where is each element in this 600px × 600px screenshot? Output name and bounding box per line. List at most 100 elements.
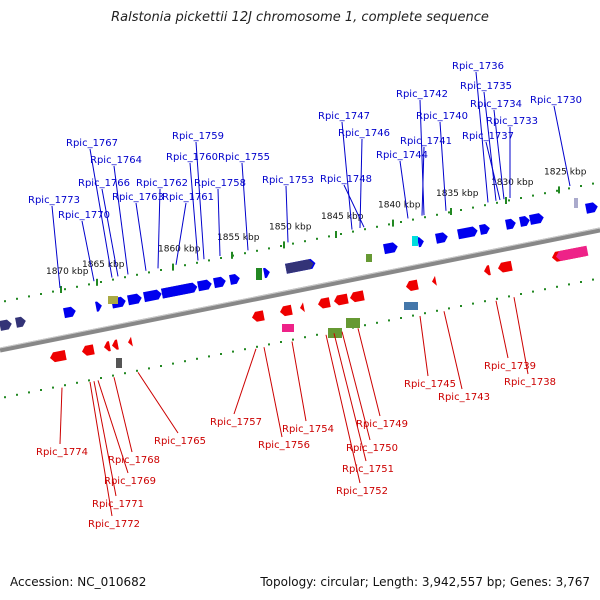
gene-feature-block bbox=[282, 324, 294, 332]
gene-feature-block bbox=[366, 254, 372, 262]
bottom-label-leader bbox=[263, 347, 283, 438]
gene-feature-block bbox=[346, 318, 360, 328]
scale-tick-bottom bbox=[316, 333, 318, 336]
bottom-label-leader bbox=[89, 381, 113, 517]
scale-label: 1825 kbp bbox=[544, 167, 587, 177]
forward-gene-arrow bbox=[417, 237, 424, 248]
bottom-label-leader bbox=[291, 341, 307, 422]
gene-feature-block bbox=[116, 358, 122, 368]
top-gene-label: Rpic_1759 bbox=[172, 131, 224, 142]
top-gene-label: Rpic_1734 bbox=[470, 99, 522, 110]
genome-summary-text: Topology: circular; Length: 3,942,557 bp… bbox=[260, 575, 590, 589]
scale-tick-top bbox=[352, 230, 354, 233]
forward-gene-arrow bbox=[529, 213, 544, 225]
scale-tick-bottom bbox=[280, 341, 282, 343]
scale-tick-top bbox=[220, 257, 222, 259]
forward-gene-arrow bbox=[127, 293, 142, 306]
forward-gene-arrow bbox=[505, 218, 516, 230]
scale-tick-top bbox=[424, 216, 426, 219]
top-gene-label: Rpic_1770 bbox=[58, 210, 110, 221]
scale-tick-top bbox=[256, 249, 258, 252]
scale-tick-bottom bbox=[568, 283, 570, 286]
top-label-leader bbox=[419, 99, 425, 216]
scale-tick-bottom bbox=[484, 300, 486, 303]
top-gene-label: Rpic_1761 bbox=[162, 192, 214, 203]
scale-tick-bottom bbox=[208, 355, 210, 358]
scale-tick-top bbox=[400, 221, 402, 223]
top-label-leader bbox=[493, 109, 505, 200]
gene-feature-block bbox=[404, 302, 418, 310]
scale-label: 1830 kbp bbox=[491, 178, 534, 188]
scale-label: 1850 kbp bbox=[269, 222, 312, 232]
scale-tick-top bbox=[112, 278, 114, 281]
scale-tick-top bbox=[16, 297, 18, 300]
scale-tick-top bbox=[364, 228, 366, 231]
bottom-label-leader bbox=[59, 387, 63, 445]
scale-tick-top bbox=[388, 223, 390, 226]
top-label-leader bbox=[157, 188, 161, 269]
scale-tick-top bbox=[196, 261, 198, 264]
reverse-gene-arrow bbox=[50, 350, 67, 363]
forward-gene-arrow bbox=[457, 226, 478, 240]
scale-tick-top bbox=[460, 209, 462, 211]
scale-label: 1845 kbp bbox=[321, 212, 364, 222]
bottom-label-leader bbox=[233, 348, 257, 415]
top-label-leader bbox=[217, 188, 221, 257]
scale-tick-bottom bbox=[148, 367, 150, 370]
top-label-leader bbox=[189, 162, 199, 261]
bottom-gene-label: Rpic_1754 bbox=[282, 424, 334, 435]
top-label-leader bbox=[113, 165, 129, 275]
scale-tick-top bbox=[580, 185, 582, 187]
scale-tick-bottom bbox=[364, 324, 366, 327]
top-gene-label: Rpic_1741 bbox=[400, 136, 452, 147]
forward-gene-arrow bbox=[143, 289, 162, 303]
bottom-label-leader bbox=[357, 328, 381, 417]
scale-tick-top bbox=[508, 199, 510, 202]
top-gene-label: Rpic_1747 bbox=[318, 111, 370, 122]
reverse-gene-arrow bbox=[280, 304, 293, 317]
forward-gene-arrow bbox=[263, 267, 270, 279]
top-gene-label: Rpic_1746 bbox=[338, 128, 390, 139]
top-gene-label: Rpic_1733 bbox=[486, 116, 538, 127]
scale-tick-bottom bbox=[532, 290, 534, 293]
top-gene-label: Rpic_1744 bbox=[376, 150, 428, 161]
reverse-gene-arrow bbox=[128, 336, 133, 347]
top-gene-label: Rpic_1767 bbox=[66, 138, 118, 149]
scale-tick-top bbox=[568, 187, 570, 190]
bottom-label-leader bbox=[97, 380, 129, 474]
top-gene-label: Rpic_1766 bbox=[78, 178, 130, 189]
scale-major-tick bbox=[558, 186, 560, 194]
top-label-leader bbox=[553, 105, 571, 187]
scale-tick-bottom bbox=[220, 353, 222, 355]
forward-gene-arrow bbox=[161, 282, 198, 299]
scale-tick-top bbox=[136, 273, 138, 276]
scale-tick-top bbox=[208, 259, 210, 262]
top-label-leader bbox=[81, 220, 95, 282]
top-gene-label: Rpic_1763 bbox=[112, 192, 164, 203]
bottom-gene-label: Rpic_1765 bbox=[154, 436, 206, 447]
top-label-leader bbox=[241, 162, 249, 251]
scale-tick-top bbox=[592, 182, 594, 185]
scale-tick-top bbox=[532, 194, 534, 197]
scale-tick-top bbox=[76, 285, 78, 288]
top-gene-label: Rpic_1737 bbox=[462, 131, 514, 142]
bottom-gene-label: Rpic_1756 bbox=[258, 440, 310, 451]
top-label-leader bbox=[483, 91, 497, 201]
top-gene-label: Rpic_1755 bbox=[218, 152, 270, 163]
scale-tick-bottom bbox=[556, 285, 558, 288]
top-label-leader bbox=[135, 202, 147, 271]
reverse-gene-arrow bbox=[350, 290, 365, 303]
bottom-gene-label: Rpic_1743 bbox=[438, 392, 490, 403]
scale-major-tick bbox=[505, 197, 507, 204]
reverse-gene-arrow bbox=[333, 293, 349, 306]
scale-tick-bottom bbox=[28, 391, 30, 394]
forward-gene-arrow bbox=[0, 319, 12, 331]
scale-tick-bottom bbox=[424, 312, 426, 315]
reverse-gene-arrow bbox=[406, 279, 419, 291]
forward-gene-arrow bbox=[479, 223, 490, 235]
scale-tick-top bbox=[4, 300, 6, 303]
bottom-label-leader bbox=[93, 381, 117, 497]
scale-tick-bottom bbox=[376, 321, 378, 324]
scale-tick-bottom bbox=[496, 297, 498, 300]
chromosome-backbone-highlight bbox=[0, 227, 600, 349]
